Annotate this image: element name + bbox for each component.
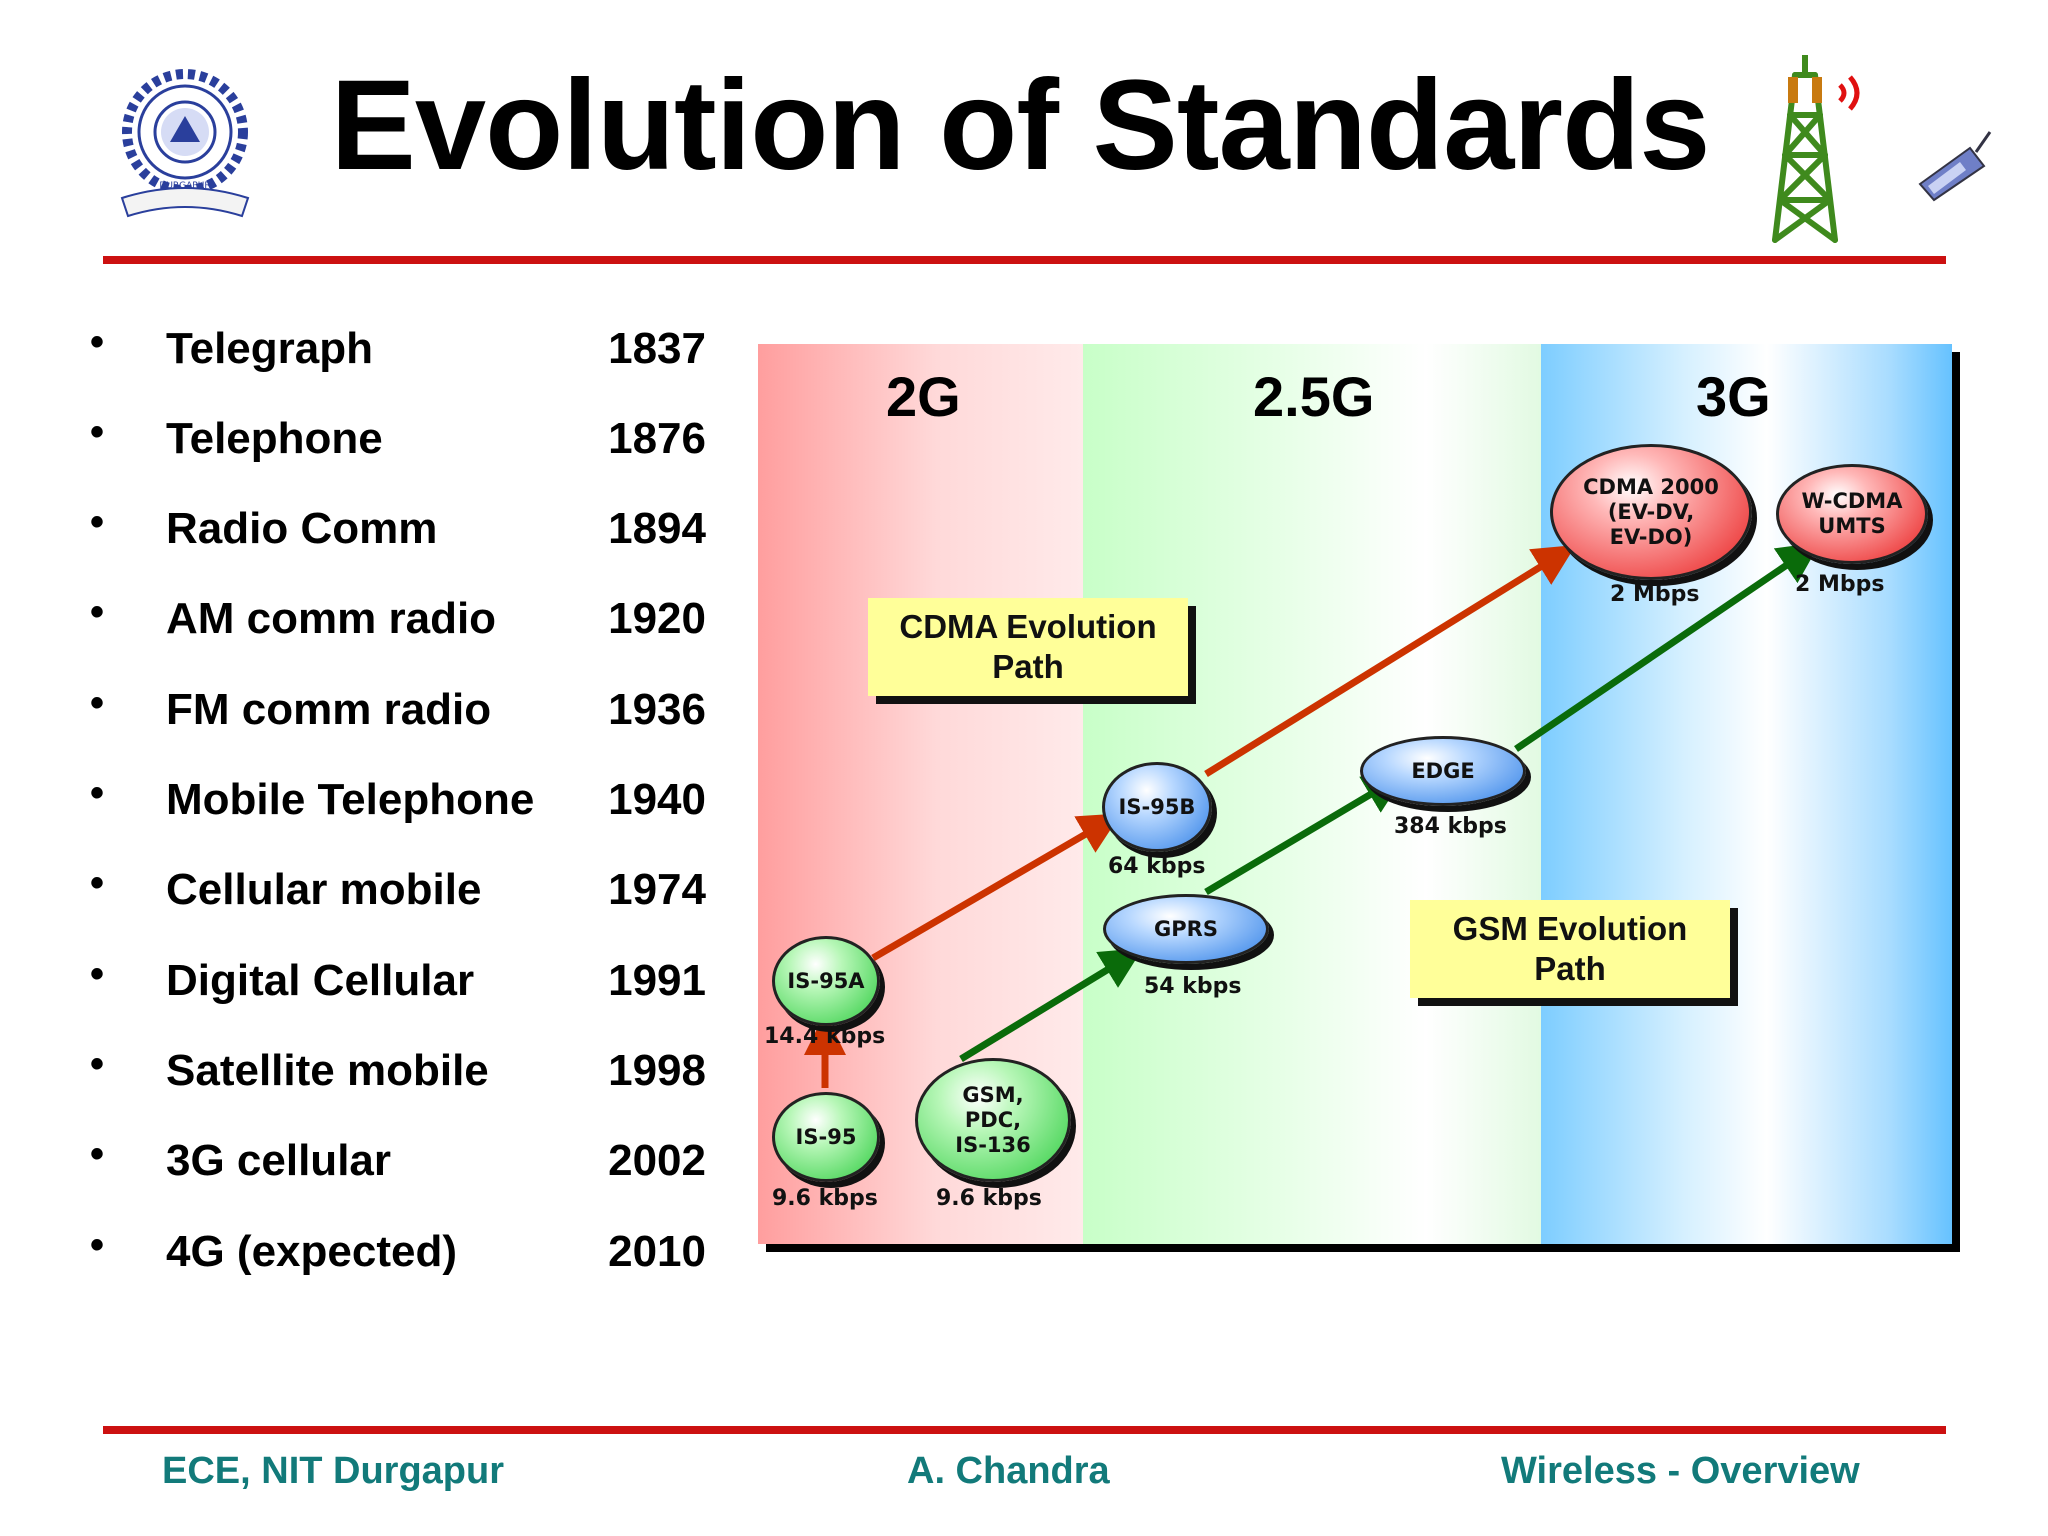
node-is95b: IS-95B [1102,762,1212,852]
node-gsm: GSM, PDC, IS-136 [915,1058,1071,1182]
footer-divider [103,1426,1946,1434]
rate-gsm: 9.6 kbps [936,1186,1042,1211]
arrow-is95b-to-cdma2000 [1204,544,1576,777]
rate-edge: 384 kbps [1394,814,1507,839]
header-divider [103,256,1946,264]
list-item: • Satellite mobile 1998 [90,1042,706,1095]
node-gprs: GPRS [1103,894,1269,964]
list-item: • Radio Comm 1894 [90,500,706,553]
gsm-evolution-note: GSM Evolution Path [1410,900,1730,998]
rate-cdma2000: 2 Mbps [1610,582,1700,607]
arrow-edge-to-wcdma [1514,542,1821,752]
band-2-5g-label: 2.5G [1253,365,1375,428]
node-wcdma: W-CDMA UMTS [1776,464,1928,564]
rate-wcdma: 2 Mbps [1795,572,1885,597]
list-item: • 3G cellular 2002 [90,1132,706,1185]
node-is95a: IS-95A [772,936,880,1026]
list-item: • AM comm radio 1920 [90,590,706,643]
slide-title: Evolution of Standards [330,54,1711,197]
institute-seal-icon: DURGAPUR [120,69,250,218]
footer-right: Wireless - Overview [1501,1450,1860,1492]
list-item: • Telegraph 1837 [90,320,706,373]
list-item: • Cellular mobile 1974 [90,861,706,914]
rate-is95b: 64 kbps [1108,854,1206,879]
arrow-is95a-to-is95b [871,813,1122,962]
evolution-arrows [804,542,1821,1088]
svg-text:DURGAPUR: DURGAPUR [159,181,210,191]
arrow-gsm-to-gprs [959,948,1143,1062]
band-3g-label: 3G [1696,365,1771,428]
diagram-shadow-right [1952,352,1960,1252]
list-item: • 4G (expected) 2010 [90,1223,706,1276]
evolution-diagram: 2G 2.5G 3G CDMA Evolution Path GSM Evolut… [758,344,1952,1244]
cdma-evolution-note: CDMA Evolution Path [868,598,1188,696]
arrow-gprs-to-edge [1204,773,1407,896]
footer-center: A. Chandra [907,1450,1110,1492]
band-2g-label: 2G [886,365,961,428]
rate-is95: 9.6 kbps [772,1186,878,1211]
mobile-phone-icon [1910,128,2000,208]
diagram-shadow-bottom [766,1244,1960,1252]
footer-left: ECE, NIT Durgapur [162,1450,505,1492]
node-is95: IS-95 [772,1092,880,1182]
rate-is95a: 14.4 kbps [764,1024,886,1049]
list-item: • FM comm radio 1936 [90,681,706,734]
list-item: • Mobile Telephone 1940 [90,771,706,824]
rate-gprs: 54 kbps [1144,974,1242,999]
institute-logo: DURGAPUR [100,60,270,235]
radio-tower-icon [1740,52,1870,245]
list-item: • Digital Cellular 1991 [90,952,706,1005]
list-item: • Telephone 1876 [90,410,706,463]
node-cdma2000: CDMA 2000 (EV-DV, EV-DO) [1550,444,1752,580]
node-edge: EDGE [1360,736,1526,806]
